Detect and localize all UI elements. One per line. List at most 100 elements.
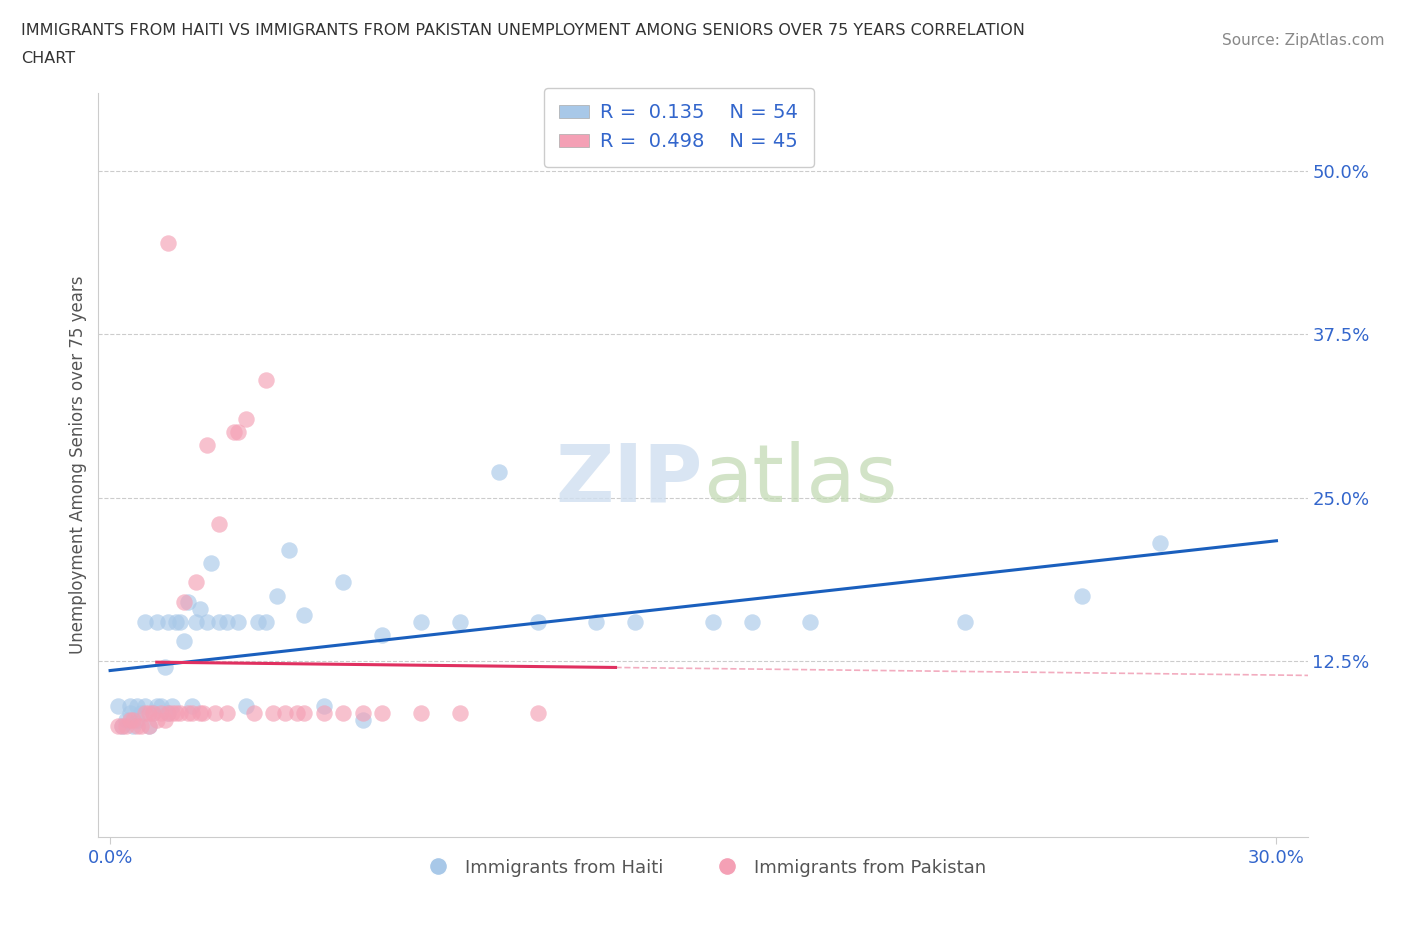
Point: [129, 719, 152, 734]
Point: [449, 706, 471, 721]
Point: [526, 614, 548, 629]
Point: [274, 706, 297, 721]
Point: [215, 614, 238, 629]
Point: [138, 719, 160, 734]
Point: [262, 706, 284, 721]
Point: [173, 594, 195, 609]
Point: [332, 706, 354, 721]
Y-axis label: Unemployment Among Seniors over 75 years: Unemployment Among Seniors over 75 years: [69, 276, 87, 654]
Legend: Immigrants from Haiti, Immigrants from Pakistan: Immigrants from Haiti, Immigrants from P…: [413, 851, 993, 884]
Point: [371, 706, 394, 721]
Point: [208, 516, 231, 531]
Point: [165, 614, 187, 629]
Point: [254, 373, 277, 388]
Point: [177, 706, 200, 721]
Point: [352, 712, 374, 727]
Point: [799, 614, 821, 629]
Text: CHART: CHART: [21, 51, 75, 66]
Point: [585, 614, 607, 629]
Text: Source: ZipAtlas.com: Source: ZipAtlas.com: [1222, 33, 1385, 47]
Point: [741, 614, 763, 629]
Point: [702, 614, 724, 629]
Point: [157, 235, 180, 250]
Point: [228, 425, 250, 440]
Point: [153, 712, 176, 727]
Point: [118, 712, 141, 727]
Point: [195, 438, 218, 453]
Point: [162, 706, 184, 721]
Point: [169, 614, 191, 629]
Point: [285, 706, 308, 721]
Point: [127, 712, 149, 727]
Point: [169, 706, 191, 721]
Point: [134, 706, 156, 721]
Point: [200, 555, 222, 570]
Point: [243, 706, 266, 721]
Point: [134, 699, 156, 714]
Point: [266, 588, 288, 603]
Point: [955, 614, 977, 629]
Point: [352, 706, 374, 721]
Point: [294, 706, 316, 721]
Point: [114, 712, 136, 727]
Point: [235, 412, 257, 427]
Point: [149, 706, 172, 721]
Point: [145, 614, 167, 629]
Point: [134, 614, 156, 629]
Point: [1149, 536, 1171, 551]
Point: [127, 699, 149, 714]
Point: [224, 425, 246, 440]
Point: [111, 719, 134, 734]
Point: [142, 706, 165, 721]
Point: [142, 706, 165, 721]
Point: [204, 706, 226, 721]
Text: atlas: atlas: [703, 441, 897, 519]
Point: [138, 706, 160, 721]
Point: [411, 614, 433, 629]
Point: [180, 699, 202, 714]
Point: [129, 706, 152, 721]
Point: [162, 699, 184, 714]
Point: [193, 706, 215, 721]
Point: [118, 706, 141, 721]
Point: [184, 575, 207, 590]
Point: [188, 601, 211, 616]
Point: [153, 660, 176, 675]
Point: [277, 542, 299, 557]
Point: [184, 614, 207, 629]
Point: [118, 699, 141, 714]
Point: [449, 614, 471, 629]
Point: [371, 627, 394, 642]
Point: [215, 706, 238, 721]
Point: [195, 614, 218, 629]
Point: [312, 699, 335, 714]
Point: [312, 706, 335, 721]
Point: [157, 706, 180, 721]
Point: [294, 607, 316, 622]
Point: [145, 699, 167, 714]
Point: [228, 614, 250, 629]
Point: [114, 719, 136, 734]
Point: [177, 594, 200, 609]
Point: [188, 706, 211, 721]
Point: [254, 614, 277, 629]
Text: ZIP: ZIP: [555, 441, 703, 519]
Point: [180, 706, 202, 721]
Point: [138, 719, 160, 734]
Point: [411, 706, 433, 721]
Point: [122, 712, 145, 727]
Text: IMMIGRANTS FROM HAITI VS IMMIGRANTS FROM PAKISTAN UNEMPLOYMENT AMONG SENIORS OVE: IMMIGRANTS FROM HAITI VS IMMIGRANTS FROM…: [21, 23, 1025, 38]
Point: [157, 614, 180, 629]
Point: [107, 719, 129, 734]
Point: [173, 633, 195, 648]
Point: [526, 706, 548, 721]
Point: [165, 706, 187, 721]
Point: [111, 719, 134, 734]
Point: [107, 699, 129, 714]
Point: [208, 614, 231, 629]
Point: [122, 719, 145, 734]
Point: [157, 706, 180, 721]
Point: [332, 575, 354, 590]
Point: [149, 699, 172, 714]
Point: [235, 699, 257, 714]
